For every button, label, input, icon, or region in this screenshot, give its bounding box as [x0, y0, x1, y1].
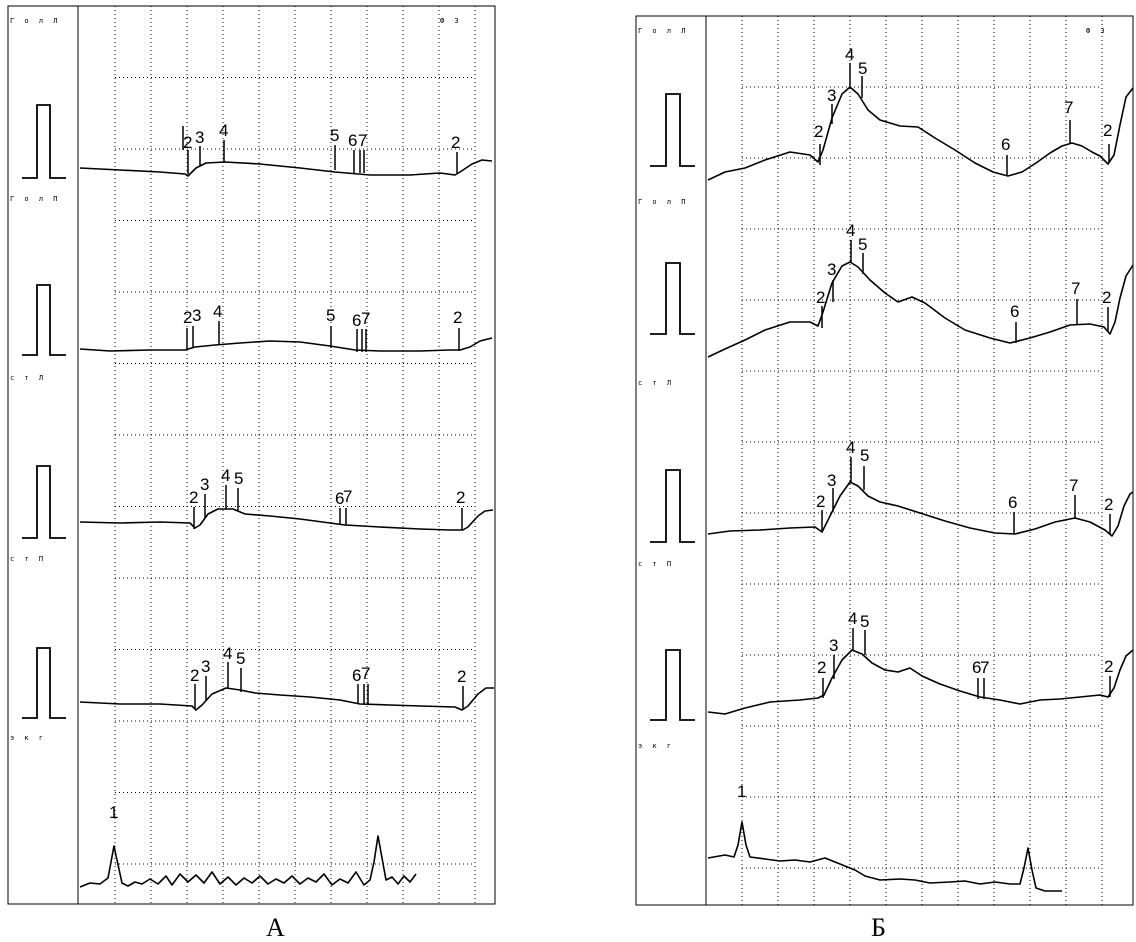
- panel-b-ch2-marker-label: 2: [1102, 288, 1111, 307]
- panel-b-caption: Б: [871, 913, 886, 942]
- panel-a: Г о л Л Ф 3 Г о л П с т Л с т П э к г 2 …: [7, 5, 496, 942]
- panel-a-ch2-marker-label: 4: [213, 302, 222, 321]
- panel-b-ch1-marker-label: 2: [1103, 121, 1112, 140]
- panel-a-ch1-marker-label: 4: [219, 121, 228, 140]
- panel-b-calibration-pulse-4: [650, 649, 695, 721]
- panel-b-ch2-marker-label: 3: [827, 260, 836, 279]
- panel-a-calibration-pulse-3: [22, 465, 66, 539]
- panel-a-ch2-marker-label: 6: [352, 311, 361, 330]
- panel-a-ch1-marker-label: 2: [451, 133, 460, 152]
- panel-a-ch1-marker-label: 5: [330, 126, 339, 145]
- panel-a-frame: [7, 5, 496, 905]
- panel-a-ecg-trace: [79, 835, 417, 888]
- panel-a-trace-1: [79, 159, 493, 177]
- panel-b-lead-label-3: с т П: [638, 560, 674, 568]
- panel-a-ch2-marker-label: 7: [361, 309, 370, 328]
- panel-b-header-left: Г о л Л: [638, 27, 689, 35]
- panel-b-ch1-marker-label: 5: [858, 59, 867, 78]
- panel-a-lead-label-2: с т Л: [10, 374, 46, 382]
- panel-b-frame: [635, 15, 1134, 906]
- panel-b-ch3-marker-label: 5: [860, 446, 869, 465]
- panel-b-lead-label-2: с т Л: [638, 379, 674, 387]
- panel-b-calibration-pulse-1: [650, 93, 695, 167]
- panel-b-ch3-marker-label: 7: [1069, 476, 1078, 495]
- panel-a-ch4-marker-label: 7: [361, 664, 370, 683]
- panel-b-ch4-marker-label: 2: [1104, 657, 1113, 676]
- panel-a-ch4-marker-label: 4: [223, 644, 232, 663]
- panel-b-ch3-marker-label: 6: [1008, 493, 1017, 512]
- panel-b-calibration-pulse-2: [650, 262, 695, 335]
- panel-b-ch2-marker-label: 5: [858, 235, 867, 254]
- panel-a-lead-label-1: Г о л П: [10, 195, 61, 203]
- panel-a-ch4-marker-label: 2: [190, 666, 199, 685]
- panel-b-ecg-trace: [707, 821, 1062, 892]
- panel-a-ch3-marker-label: 4: [221, 466, 230, 485]
- panel-b-ch1-marker-label: 2: [814, 122, 823, 141]
- panel-a-calibration-pulse-4: [22, 647, 66, 719]
- panel-a-header-left: Г о л Л: [10, 17, 61, 25]
- panel-a-lead-label-3: с т П: [10, 555, 46, 563]
- panel-a-ch3-marker-label: 2: [189, 488, 198, 507]
- panel-a-trace-3: [79, 508, 494, 531]
- panel-b-ch4-marker-label: 7: [980, 658, 989, 677]
- panel-b-trace-1: [707, 86, 1134, 181]
- panel-b-ch2-marker-label: 7: [1071, 279, 1080, 298]
- panel-b-ch2-marker-label: 4: [846, 221, 855, 240]
- panel-b-ch1-marker-label: 6: [1001, 135, 1010, 154]
- panel-b: Г о л Л Ф 3 Г о л П с т Л с т П э к г 2 …: [635, 15, 1134, 942]
- panel-b-lead-label-1: Г о л П: [638, 198, 689, 206]
- panel-b-header-right: Ф 3: [1086, 27, 1108, 35]
- panel-b-ch4-marker-label: 2: [817, 658, 826, 677]
- panel-a-ch1-marker-label: 7: [358, 131, 367, 150]
- panel-a-ch3-marker-label: 3: [200, 475, 209, 494]
- panel-a-ch3-marker-label: 5: [234, 469, 243, 488]
- panel-b-ch4-marker-label: 5: [860, 612, 869, 631]
- panel-b-ch1-marker-label: 4: [845, 45, 854, 64]
- panel-a-trace-4: [79, 687, 494, 711]
- panel-b-ch1-marker-label: 3: [827, 86, 836, 105]
- panel-b-calibration-pulse-3: [650, 469, 695, 543]
- panel-a-ch1-marker-label: 6: [348, 131, 357, 150]
- panel-b-ch3-marker-label: 4: [846, 438, 855, 457]
- panel-a-calibration-pulse-2: [22, 284, 66, 356]
- panel-b-ch1-marker-label: 7: [1064, 98, 1073, 117]
- panel-a-ch1-marker-label: 3: [195, 128, 204, 147]
- panel-a-ch2-marker-label: 5: [326, 306, 335, 325]
- panel-a-ch1-marker-label: 2: [183, 133, 192, 152]
- panel-a-ch2-marker-label: 2: [453, 308, 462, 327]
- panel-b-trace-2: [707, 261, 1134, 358]
- panel-b-ch3-marker-label: 2: [1104, 495, 1113, 514]
- panel-b-ecg-label: 1: [737, 782, 746, 801]
- panel-a-ch2-marker-label: 2: [183, 308, 192, 327]
- panel-a-lead-label-4: э к г: [10, 734, 46, 742]
- panel-a-ecg-label: 1: [109, 803, 118, 822]
- panel-b-ch2-marker-label: 6: [1010, 302, 1019, 321]
- panel-b-trace-4: [707, 649, 1134, 715]
- panel-a-grid: [114, 6, 476, 904]
- panel-b-grid: [741, 16, 1103, 905]
- panel-a-ch3-marker-label: 2: [456, 488, 465, 507]
- panel-b-ch4-marker-label: 6: [972, 658, 981, 677]
- panel-a-ch2-marker-label: 3: [192, 306, 201, 325]
- panel-b-ch3-marker-label: 2: [816, 492, 825, 511]
- panel-b-ch2-marker-label: 2: [816, 288, 825, 307]
- panel-a-ch4-marker-label: 6: [352, 666, 361, 685]
- panel-a-ch3-marker-label: 7: [343, 487, 352, 506]
- panel-a-ch3-marker-label: 6: [335, 489, 344, 508]
- panel-a-trace-2: [79, 337, 493, 352]
- panel-b-ch4-marker-label: 4: [848, 609, 857, 628]
- panel-b-ch4-marker-label: 3: [829, 636, 838, 655]
- panel-b-ch3-marker-label: 3: [827, 471, 836, 490]
- panel-b-trace-3: [707, 481, 1134, 537]
- panel-a-ch4-marker-label: 5: [236, 649, 245, 668]
- panel-a-header-right: Ф 3: [440, 17, 462, 25]
- panel-a-caption: А: [266, 913, 285, 942]
- panel-a-ch4-marker-label: 3: [201, 657, 210, 676]
- panel-a-ch4-marker-label: 2: [457, 667, 466, 686]
- panel-a-calibration-pulse-1: [22, 104, 66, 179]
- panel-b-lead-label-4: э к г: [638, 742, 674, 750]
